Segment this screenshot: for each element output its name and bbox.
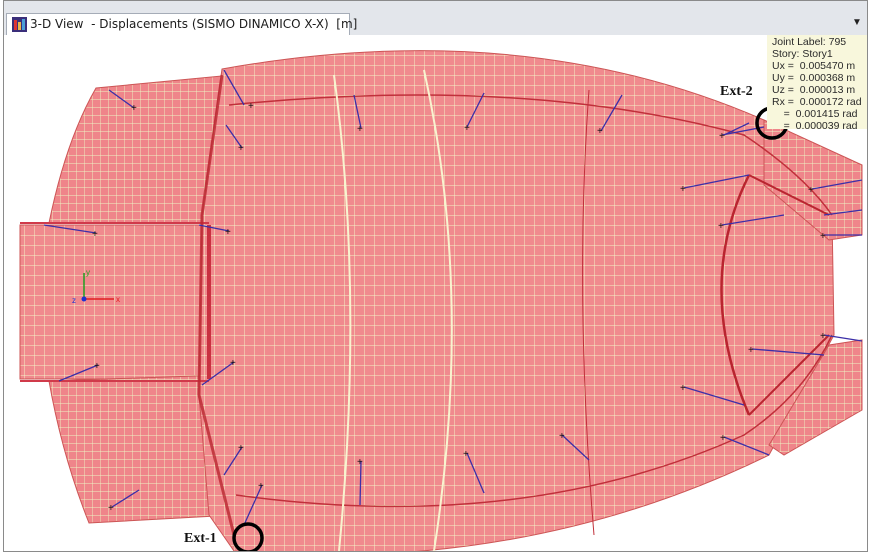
joint-markers: + + + + + + + + + + + + + + + + + + + + + + + + + (92, 101, 826, 514)
chevron-down-icon[interactable]: ▼ (852, 17, 862, 28)
svg-text:+: + (808, 185, 814, 196)
svg-text:+: + (718, 221, 724, 232)
joint-uy: Uy = 0.000368 m (772, 72, 856, 84)
svg-text:+: + (131, 103, 137, 114)
svg-text:+: + (92, 229, 98, 240)
svg-text:+: + (238, 443, 244, 454)
view-window: 3-D View - Displacements (SISMO DINAMICO… (3, 0, 868, 552)
svg-text:+: + (357, 124, 363, 135)
tab-3d-view[interactable]: 3-D View - Displacements (SISMO DINAMICO… (6, 13, 357, 35)
joint-label: Joint Label: 795 (772, 36, 847, 48)
ext1-marker-circle (232, 522, 264, 551)
joint-ux: Ux = 0.005470 m (772, 60, 856, 72)
svg-text:+: + (238, 143, 244, 154)
3d-view-icon (12, 17, 27, 32)
svg-text:+: + (597, 126, 603, 137)
svg-text:+: + (108, 503, 114, 514)
svg-text:+: + (559, 431, 565, 442)
structure-mesh: + + + + + + + + + + + + + + + + + + + + + + + + + z x y (19, 50, 863, 551)
svg-text:+: + (357, 457, 363, 468)
joint-info-panel: Joint Label: 795 Story: Story1 Ux = 0.00… (767, 35, 867, 132)
svg-text:+: + (248, 101, 254, 112)
mesh-panel-left-lower (48, 374, 235, 524)
svg-text:+: + (230, 358, 236, 369)
svg-text:+: + (680, 383, 686, 394)
ext2-label: Ext-2 (720, 84, 753, 99)
mesh-panel-right-lower (768, 339, 863, 456)
joint-ry: = 0.001415 rad (772, 108, 858, 120)
svg-text:+: + (94, 361, 100, 372)
svg-text:x: x (116, 295, 120, 304)
svg-text:+: + (680, 184, 686, 195)
frame-members (43, 69, 863, 526)
svg-text:+: + (820, 231, 826, 242)
tab-title: 3-D View - Displacements (SISMO DINAMICO… (30, 17, 358, 31)
svg-text:+: + (464, 123, 470, 134)
svg-text:+: + (820, 331, 826, 342)
svg-text:+: + (719, 131, 725, 142)
svg-text:+: + (748, 345, 754, 356)
svg-text:+: + (463, 449, 469, 460)
svg-text:y: y (86, 268, 90, 277)
mesh-panel-main-body (198, 50, 835, 551)
mesh-panel-right-upper (763, 119, 863, 241)
joint-uz: Uz = 0.000013 m (772, 84, 856, 96)
joint-rz: = 0.000039 rad (772, 120, 858, 132)
svg-text:+: + (720, 433, 726, 444)
svg-text:+: + (225, 227, 231, 238)
ext1-label: Ext-1 (184, 531, 217, 546)
tab-bar: 3-D View - Displacements (SISMO DINAMICO… (4, 1, 867, 36)
axis-triad-icon: z x y (72, 268, 120, 305)
svg-text:z: z (72, 296, 76, 305)
model-viewport[interactable]: + + + + + + + + + + + + + + + + + + + + + + + + + z x y (4, 35, 867, 551)
svg-text:+: + (258, 481, 264, 492)
joint-story: Story: Story1 (772, 48, 833, 60)
mesh-panel-left-middle (19, 224, 210, 380)
joint-rx: Rx = 0.000172 rad (772, 96, 862, 108)
